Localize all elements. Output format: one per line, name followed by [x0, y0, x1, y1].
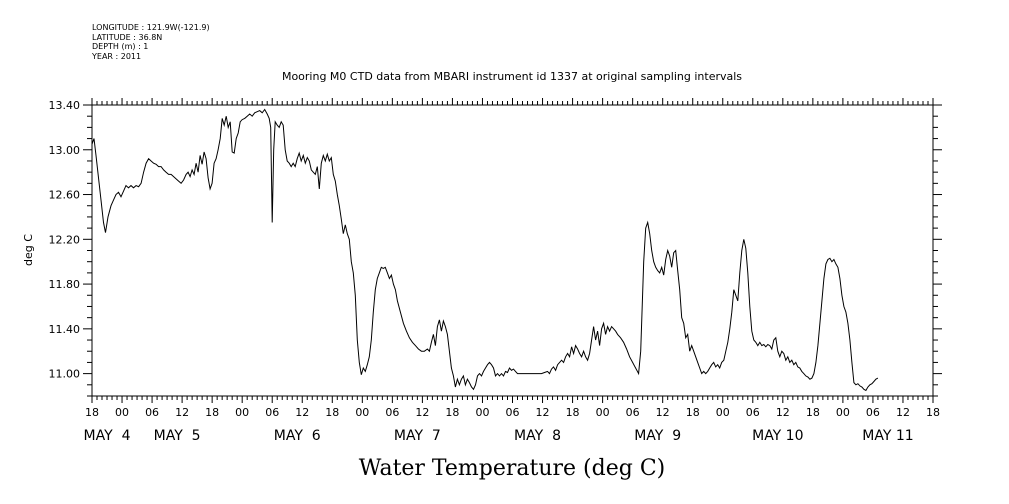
x-tick-label: 00 — [355, 406, 369, 419]
x-date-label: MAY 10 — [752, 428, 803, 444]
chart-title: Mooring M0 CTD data from MBARI instrumen… — [282, 70, 742, 83]
x-tick-label: 00 — [596, 406, 610, 419]
x-tick-label: 18 — [686, 406, 700, 419]
year-text: YEAR : 2011 — [91, 52, 141, 61]
y-axis-label: deg C — [22, 234, 35, 266]
y-tick-label: 11.40 — [49, 323, 81, 336]
longitude-text: LONGITUDE : 121.9W(-121.9) — [92, 23, 210, 32]
x-tick-label: 18 — [806, 406, 820, 419]
x-tick-label: 18 — [566, 406, 580, 419]
x-tick-label: 06 — [746, 406, 760, 419]
y-tick-label: 13.00 — [49, 144, 81, 157]
x-axis-title: Water Temperature (deg C) — [359, 456, 666, 481]
x-tick-label: 06 — [506, 406, 520, 419]
x-date-label: MAY 6 — [274, 428, 321, 444]
x-tick-label: 00 — [115, 406, 129, 419]
x-tick-label: 12 — [776, 406, 790, 419]
x-tick-label: 00 — [716, 406, 730, 419]
x-tick-label: 12 — [656, 406, 670, 419]
x-tick-label: 06 — [265, 406, 279, 419]
water-temperature-line — [91, 108, 879, 392]
x-tick-label: 00 — [836, 406, 850, 419]
axis-ticks — [83, 98, 942, 403]
x-tick-label: 18 — [85, 406, 99, 419]
metadata-block: LONGITUDE : 121.9W(-121.9) LATITUDE : 36… — [91, 23, 210, 61]
x-tick-label: 12 — [175, 406, 189, 419]
y-tick-label: 11.80 — [49, 278, 81, 291]
x-tick-label: 06 — [145, 406, 159, 419]
x-date-label: MAY 8 — [514, 428, 561, 444]
y-tick-label: 12.60 — [49, 189, 81, 202]
x-date-label: MAY 11 — [862, 428, 913, 444]
axis-labels: 11.00 11.40 11.80 12.20 12.60 13.00 13.40 18 00 0… — [49, 99, 941, 444]
x-tick-label: 00 — [235, 406, 249, 419]
x-tick-label: 12 — [896, 406, 910, 419]
x-tick-label: 06 — [385, 406, 399, 419]
x-date-label: MAY 4 — [84, 428, 131, 444]
x-date-label: MAY 7 — [394, 428, 441, 444]
y-tick-label: 12.20 — [49, 233, 81, 246]
x-date-label: MAY 5 — [154, 428, 201, 444]
x-tick-label: 18 — [205, 406, 219, 419]
x-tick-label: 18 — [325, 406, 339, 419]
y-tick-label: 11.00 — [49, 368, 81, 381]
x-tick-label: 06 — [866, 406, 880, 419]
x-tick-label: 12 — [415, 406, 429, 419]
x-tick-label: 12 — [536, 406, 550, 419]
x-tick-label: 00 — [475, 406, 489, 419]
latitude-text: LATITUDE : 36.8N — [92, 33, 162, 42]
x-tick-label: 06 — [626, 406, 640, 419]
x-tick-label: 18 — [926, 406, 940, 419]
depth-text: DEPTH (m) : 1 — [92, 42, 148, 51]
x-tick-label: 12 — [295, 406, 309, 419]
x-tick-label: 18 — [445, 406, 459, 419]
x-date-label: MAY 9 — [634, 428, 681, 444]
y-tick-label: 13.40 — [49, 99, 81, 112]
